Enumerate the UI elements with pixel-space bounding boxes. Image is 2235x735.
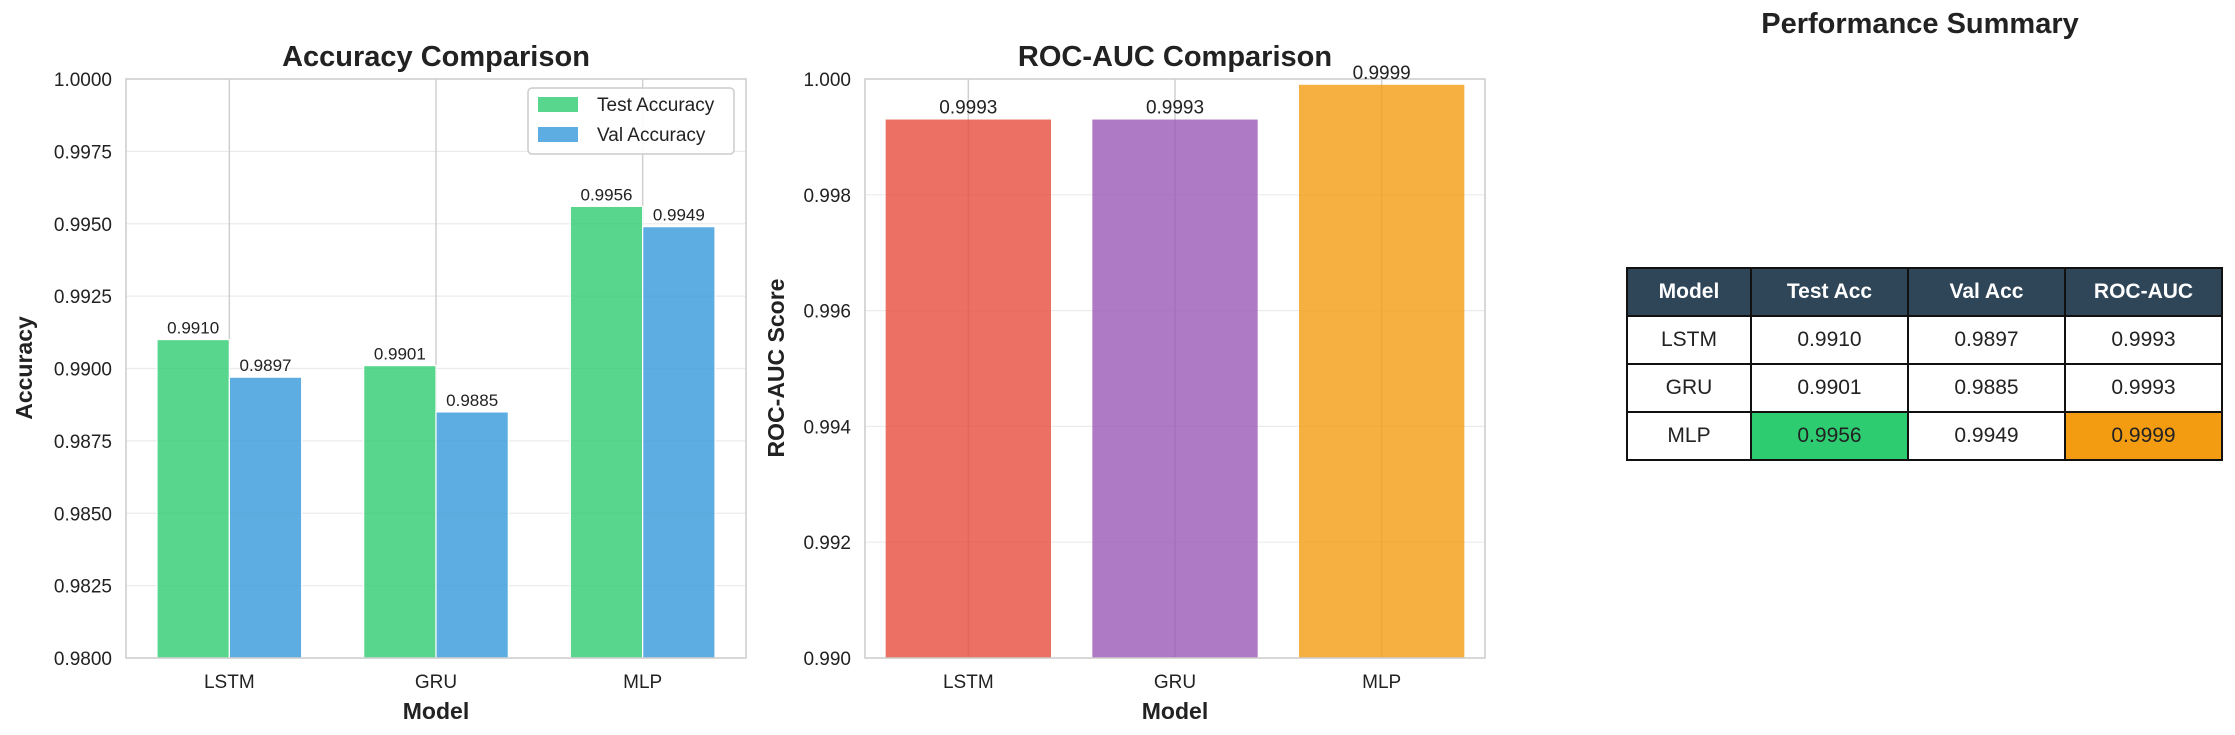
bar-mlp [1299,84,1465,659]
roc-auc-plot-frame [864,78,1486,659]
accuracy-bars [156,205,716,659]
summary-cell: 0.9910 [1750,315,1909,365]
y-tick-label: 1.000 [803,70,851,91]
summary-cell: 0.9897 [1907,315,2066,365]
accuracy-chart-title: Accuracy Comparison [282,41,590,73]
x-tick-label: GRU [415,672,457,693]
y-tick-label: 0.9850 [54,504,112,525]
accuracy-y-ticks: 0.9800 0.9825 0.9850 0.9875 0.9900 0.9925 0.99… [54,70,112,670]
y-tick-label: 0.9800 [54,649,112,670]
x-tick-label: LSTM [204,672,255,693]
y-tick-label: 0.992 [803,533,851,554]
bar-value-label: 0.9993 [939,98,997,119]
summary-row: MLP 0.9956 0.9949 0.9999 [1626,411,2223,461]
y-tick-label: 1.0000 [54,70,112,91]
accuracy-plot-frame [125,78,747,659]
summary-cell: GRU [1626,363,1752,413]
accuracy-y-axis-label: Accuracy [11,316,37,420]
bar-test-accuracy [363,365,437,659]
accuracy-legend: Test Accuracy Val Accuracy [527,87,735,155]
summary-cell: 0.9885 [1907,363,2066,413]
summary-header-row: Model Test Acc Val Acc ROC-AUC [1626,267,2223,317]
bar-value-label: 0.9885 [446,391,498,410]
legend-swatch-test-accuracy [538,97,578,112]
x-tick-label: MLP [623,672,662,693]
roc-auc-y-axis-label: ROC-AUC Score [763,279,789,458]
summary-cell-best-test-acc: 0.9956 [1750,411,1909,461]
y-tick-label: 0.9875 [54,432,112,453]
roc-auc-x-ticks: LSTM GRU MLP [943,672,1401,693]
bar-value-label: 0.9901 [374,345,426,364]
bar-gru [1092,119,1258,658]
bar-value-label: 0.9949 [653,206,705,225]
summary-header-cell: Val Acc [1907,267,2066,317]
summary-header-cell: ROC-AUC [2064,267,2223,317]
roc-auc-x-axis-label: Model [1142,698,1208,724]
summary-cell-best-roc-auc: 0.9999 [2064,411,2223,461]
bar-lstm [885,119,1051,658]
summary-header-cell: Test Acc [1750,267,1909,317]
roc-auc-chart: 0.990 0.992 0.994 0.996 0.998 1.000 LSTM GRU ML… [763,41,1486,724]
roc-auc-chart-title: ROC-AUC Comparison [1018,41,1332,73]
summary-cell: 0.9993 [2064,315,2223,365]
bar-test-accuracy [156,338,230,659]
summary-header-cell: Model [1626,267,1752,317]
summary-row: GRU 0.9901 0.9885 0.9993 [1626,363,2223,413]
bar-val-accuracy [228,376,303,659]
x-tick-label: MLP [1362,672,1401,693]
legend-label-test-accuracy: Test Accuracy [597,95,715,116]
legend-label-val-accuracy: Val Accuracy [597,125,706,146]
summary-cell: MLP [1626,411,1752,461]
roc-auc-data-labels: 0.9993 0.9993 0.9999 [939,63,1410,119]
bar-value-label: 0.9993 [1146,98,1204,119]
bar-test-accuracy [569,205,644,659]
roc-auc-y-ticks: 0.990 0.992 0.994 0.996 0.998 1.000 [803,70,851,670]
y-tick-label: 0.9925 [54,287,112,308]
x-tick-label: LSTM [943,672,994,693]
accuracy-chart: 0.9800 0.9825 0.9850 0.9875 0.9900 0.9925 0.99… [11,41,747,724]
y-tick-label: 0.998 [803,186,851,207]
summary-cell: 0.9949 [1907,411,2066,461]
y-tick-label: 0.9950 [54,215,112,236]
y-tick-label: 0.9900 [54,360,112,381]
summary-row: LSTM 0.9910 0.9897 0.9993 [1626,315,2223,365]
accuracy-x-ticks: LSTM GRU MLP [204,672,662,693]
y-tick-label: 0.990 [803,649,851,670]
y-tick-label: 0.996 [803,302,851,323]
bar-value-label: 0.9956 [581,185,633,204]
performance-summary-title: Performance Summary [1761,8,2079,40]
roc-auc-bars [885,84,1465,659]
summary-cell: LSTM [1626,315,1752,365]
bar-val-accuracy [435,411,509,659]
y-tick-label: 0.9825 [54,577,112,598]
accuracy-data-labels: 0.9910 0.9901 0.9956 0.9897 0.9885 0.9949 [167,185,705,410]
bar-val-accuracy [642,226,716,659]
legend-swatch-val-accuracy [538,127,578,142]
bar-value-label: 0.9910 [167,319,219,338]
bar-value-label: 0.9999 [1353,63,1411,84]
x-tick-label: GRU [1154,672,1196,693]
performance-summary-table: Model Test Acc Val Acc ROC-AUC LSTM 0.99… [1626,267,2223,461]
summary-cell: 0.9993 [2064,363,2223,413]
y-tick-label: 0.994 [803,417,851,438]
bar-value-label: 0.9897 [240,356,292,375]
summary-cell: 0.9901 [1750,363,1909,413]
accuracy-legend-box [527,87,735,155]
accuracy-x-axis-label: Model [403,698,469,724]
y-tick-label: 0.9975 [54,142,112,163]
